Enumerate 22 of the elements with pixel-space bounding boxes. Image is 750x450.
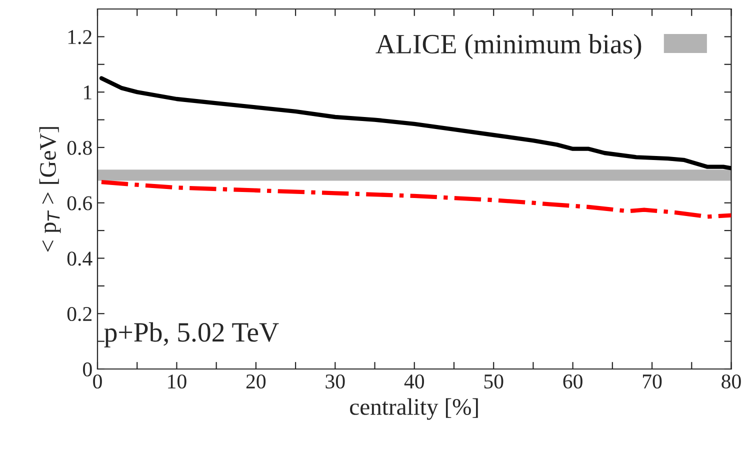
y-tick-label: 0 bbox=[83, 362, 92, 376]
x-tick-label: 0 bbox=[93, 374, 102, 389]
x-tick-label: 10 bbox=[168, 374, 186, 389]
legend-label: ALICE (minimum bias) bbox=[376, 34, 642, 60]
y-tick-label: 1 bbox=[84, 86, 92, 100]
x-tick-label: 30 bbox=[326, 374, 345, 389]
x-axis-title: centrality [%] bbox=[350, 398, 478, 420]
annotation: p+Pb, 5.02 TeV bbox=[104, 322, 279, 348]
x-tick-label: 40 bbox=[404, 374, 424, 389]
y-tick-label: 0.8 bbox=[67, 140, 92, 155]
x-tick-label: 80 bbox=[722, 374, 741, 389]
x-tick-label: 70 bbox=[642, 374, 662, 389]
y-tick-label: 0.6 bbox=[67, 196, 92, 210]
y-axis-title: < p$_{T}$ > [GeV] bbox=[39, 127, 61, 252]
x-tick-label: 50 bbox=[484, 374, 504, 389]
line-series bbox=[99, 180, 732, 219]
y-tick-label: 1.2 bbox=[68, 30, 92, 44]
x-tick-label: 60 bbox=[563, 374, 582, 389]
x-tick-label: 20 bbox=[246, 374, 266, 389]
y-tick-label: 0.2 bbox=[67, 306, 92, 322]
line-series bbox=[99, 76, 732, 170]
y-tick-label: 0.4 bbox=[67, 252, 92, 266]
